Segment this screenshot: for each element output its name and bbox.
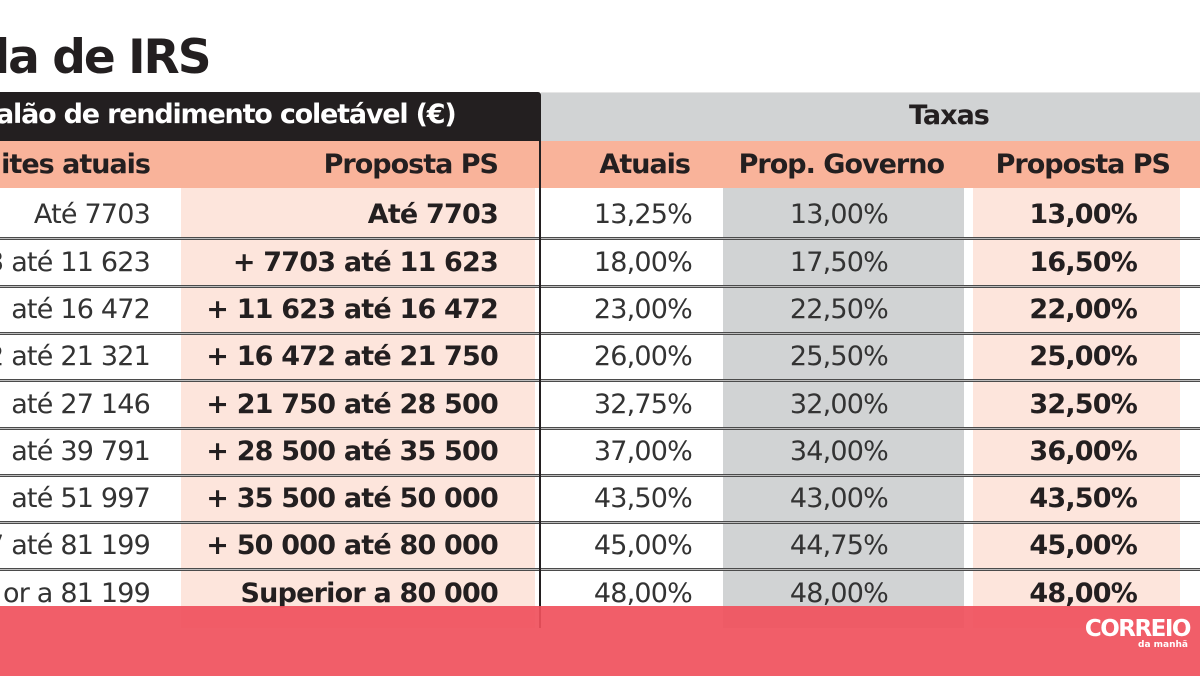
table-row: 2 até 21 321 + 16 472 até 21 750 26,00% … [0,335,1200,382]
row-divider [0,237,1200,240]
rate-current-cell: 32,75% [593,389,693,420]
rate-current-cell: 18,00% [593,247,693,278]
limit-current-cell: 7 até 81 199 [0,530,151,561]
table-row: até 27 146 + 21 750 até 28 500 32,75% 32… [0,383,1200,430]
rates-group-header: Taxas [541,92,1200,142]
ps-bracket-cell: + 11 623 até 16 472 [206,294,499,325]
row-divider [0,521,1200,524]
table-row: 7 até 81 199 + 50 000 até 80 000 45,00% … [0,524,1200,571]
ps-rate-column-bg [973,188,1180,628]
ps-bracket-cell: + 7703 até 11 623 [232,247,499,278]
rate-government-cell: 34,00% [789,436,889,467]
rate-ps-cell: 16,50% [1029,247,1137,278]
ps-bracket-cell: + 50 000 até 80 000 [206,530,499,561]
rate-ps-cell: 43,50% [1029,483,1137,514]
rate-ps-cell: 22,00% [1029,294,1137,325]
rate-current-cell: 13,25% [593,199,693,230]
rate-government-cell: 17,50% [789,247,889,278]
correio-da-manha-logo[interactable]: CORREIO da manhã [1084,616,1192,651]
rate-ps-cell: 13,00% [1029,199,1137,230]
rate-ps-cell: 48,00% [1029,578,1137,609]
column-header-limits-current: ites atuais [1,149,151,180]
column-header-ps-proposal: Proposta PS [323,149,499,180]
rate-government-cell: 25,50% [789,341,889,372]
ps-bracket-cell: Superior a 80 000 [240,578,499,609]
limit-current-cell: até 39 791 [11,436,151,467]
logo-main-text: CORREIO [1084,616,1192,642]
ps-income-column-bg [181,188,535,628]
rate-government-cell: 43,00% [789,483,889,514]
row-divider [0,427,1200,430]
rate-current-cell: 26,00% [593,341,693,372]
logo-sub-text: da manhã [1138,640,1188,650]
income-bracket-group-label: alão de rendimento coletável (€) [0,99,457,130]
column-header-rate-ps: Proposta PS [995,149,1171,180]
column-header-rate-government: Prop. Governo [738,149,945,180]
column-header-row: ites atuais Proposta PS Atuais Prop. Gov… [0,141,1200,188]
ps-bracket-cell: Até 7703 [367,199,499,230]
limit-current-cell: Até 7703 [33,199,151,230]
ps-bracket-cell: + 21 750 até 28 500 [206,389,499,420]
rate-current-cell: 45,00% [593,530,693,561]
footer-banner: CORREIO da manhã [0,606,1200,676]
row-divider [0,379,1200,382]
rate-government-cell: 13,00% [789,199,889,230]
table-row: até 16 472 + 11 623 até 16 472 23,00% 22… [0,288,1200,335]
page-title: la de IRS [0,30,212,85]
government-rate-column-bg [723,188,964,628]
rate-ps-cell: 45,00% [1029,530,1137,561]
table-row: or a 81 199 Superior a 80 000 48,00% 48,… [0,572,1200,619]
table-row: Até 7703 Até 7703 13,25% 13,00% 13,00% [0,193,1200,240]
column-group-divider [539,141,541,628]
limit-current-cell: 2 até 21 321 [0,341,151,372]
rate-government-cell: 44,75% [789,530,889,561]
table-row: até 51 997 + 35 500 até 50 000 43,50% 43… [0,477,1200,524]
rate-government-cell: 22,50% [789,294,889,325]
rate-current-cell: 43,50% [593,483,693,514]
income-bracket-group-header: alão de rendimento coletável (€) [0,92,541,141]
rate-ps-cell: 32,50% [1029,389,1137,420]
table-row: até 39 791 + 28 500 até 35 500 37,00% 34… [0,430,1200,477]
rates-group-label: Taxas [909,100,990,131]
row-divider [0,332,1200,335]
limit-current-cell: até 16 472 [11,294,151,325]
rate-government-cell: 48,00% [789,578,889,609]
limit-current-cell: 3 até 11 623 [0,247,151,278]
ps-bracket-cell: + 28 500 até 35 500 [206,436,499,467]
limit-current-cell: até 27 146 [11,389,151,420]
table-row: 3 até 11 623 + 7703 até 11 623 18,00% 17… [0,241,1200,288]
column-header-rate-current: Atuais [599,149,691,180]
row-divider [0,568,1200,571]
rate-current-cell: 37,00% [593,436,693,467]
rate-ps-cell: 36,00% [1029,436,1137,467]
rate-current-cell: 48,00% [593,578,693,609]
ps-bracket-cell: + 35 500 até 50 000 [206,483,499,514]
rate-ps-cell: 25,00% [1029,341,1137,372]
row-divider [0,474,1200,477]
ps-bracket-cell: + 16 472 até 21 750 [206,341,499,372]
limit-current-cell: até 51 997 [11,483,151,514]
limit-current-cell: or a 81 199 [2,578,151,609]
rate-current-cell: 23,00% [593,294,693,325]
rate-government-cell: 32,00% [789,389,889,420]
row-divider [0,285,1200,288]
